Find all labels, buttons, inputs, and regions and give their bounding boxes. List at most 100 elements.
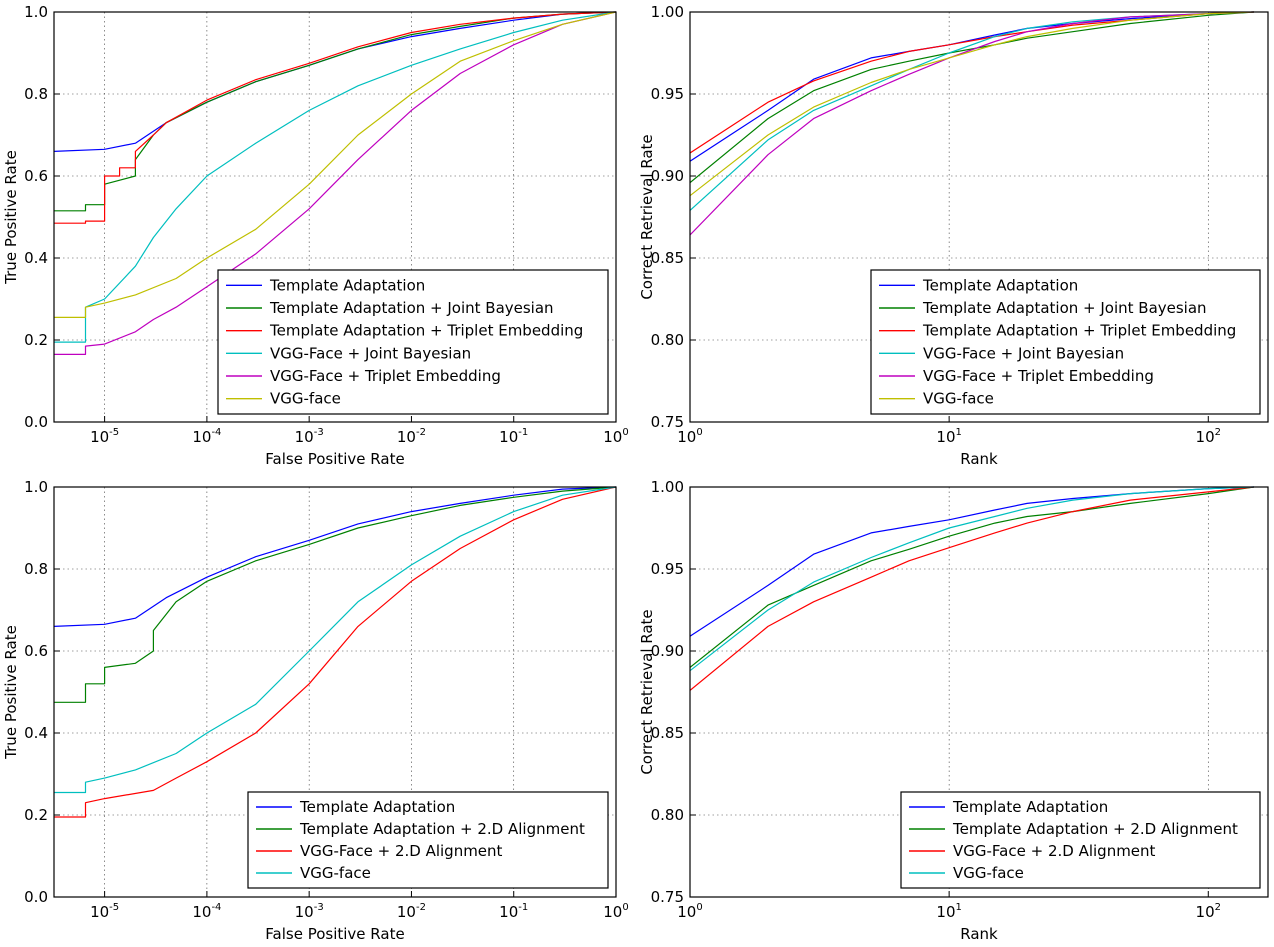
x-tick-base: 10 <box>677 903 696 921</box>
x-tick-exponent: -3 <box>314 427 324 438</box>
series-line <box>690 486 1254 672</box>
series-line <box>690 11 1254 154</box>
y-tick-label: 0.90 <box>651 642 684 660</box>
series-line <box>54 11 616 343</box>
series-line <box>690 11 1254 162</box>
series-line <box>54 11 616 318</box>
x-tick-label: 10-1 <box>499 902 528 921</box>
y-tick-label: 0.80 <box>651 806 684 824</box>
y-axis-label: Correct Retrieval Rate <box>638 134 656 299</box>
y-tick-label: 0.8 <box>24 85 48 103</box>
x-tick-base: 10 <box>397 428 416 446</box>
roc-bottom-chart: 10-5 10-4 10-3 10-2 10-1 1000.00.20.40.60.81.… <box>2 478 629 943</box>
x-tick-label: 100 <box>677 902 702 921</box>
legend-label: VGG-face <box>923 390 994 408</box>
legend-label: Template Adaptation + Joint Bayesian <box>269 299 554 317</box>
x-tick-base: 10 <box>90 428 109 446</box>
x-tick-base: 10 <box>603 428 622 446</box>
x-tick-exponent: -3 <box>314 902 324 913</box>
legend-label: VGG-Face + 2.D Alignment <box>953 842 1156 860</box>
series-line <box>690 11 1254 211</box>
y-tick-label: 1.00 <box>651 3 684 21</box>
x-tick-exponent: -1 <box>518 902 528 913</box>
legend-label: Template Adaptation <box>269 276 425 294</box>
plot-frame <box>689 11 1269 423</box>
y-tick-label: 0.0 <box>24 413 48 431</box>
legend: Template Adaptation Template Adaptation +… <box>900 791 1261 889</box>
x-tick-base: 10 <box>1196 903 1215 921</box>
x-tick-exponent: 1 <box>956 427 962 438</box>
x-tick-label: 100 <box>603 902 628 921</box>
legend: Template Adaptation Template Adaptation +… <box>870 269 1261 415</box>
legend: Template Adaptation Template Adaptation +… <box>247 791 609 889</box>
x-axis-label: Rank <box>960 450 998 468</box>
y-axis-label: True Positive Rate <box>2 625 20 760</box>
plot-frame <box>53 486 617 898</box>
x-tick-label: 101 <box>936 902 961 921</box>
x-tick-base: 10 <box>499 428 518 446</box>
x-tick-exponent: 0 <box>696 902 702 913</box>
y-tick-label: 1.00 <box>651 478 684 496</box>
legend-label: VGG-Face + 2.D Alignment <box>300 842 503 860</box>
legend-label: Template Adaptation + Triplet Embedding <box>269 322 583 340</box>
y-tick-label: 0.80 <box>651 331 684 349</box>
x-tick-base: 10 <box>499 903 518 921</box>
x-axis-label: Rank <box>960 925 998 943</box>
plot-frame <box>53 11 617 423</box>
y-tick-label: 0.90 <box>651 167 684 185</box>
x-tick-base: 10 <box>192 903 211 921</box>
y-tick-label: 0.75 <box>651 888 684 906</box>
legend-label: VGG-Face + Joint Bayesian <box>923 344 1124 362</box>
y-tick-label: 0.0 <box>24 888 48 906</box>
legend-label: VGG-Face + Triplet Embedding <box>923 367 1154 385</box>
legend: Template Adaptation Template Adaptation +… <box>217 269 609 415</box>
y-tick-label: 1.0 <box>24 478 48 496</box>
x-tick-exponent: 0 <box>696 427 702 438</box>
x-tick-base: 10 <box>90 903 109 921</box>
y-axis-label: True Positive Rate <box>2 150 20 285</box>
legend-box <box>217 269 609 415</box>
x-tick-label: 10-3 <box>295 902 324 921</box>
series-line <box>54 486 616 794</box>
x-tick-label: 10-5 <box>90 902 119 921</box>
series-line <box>54 11 616 152</box>
series-line <box>690 11 1254 236</box>
x-tick-exponent: 2 <box>1215 902 1221 913</box>
legend-label: VGG-Face + Triplet Embedding <box>270 367 501 385</box>
x-tick-exponent: -2 <box>416 427 426 438</box>
legend-box <box>900 791 1261 889</box>
y-tick-label: 0.8 <box>24 560 48 578</box>
x-tick-label: 102 <box>1196 902 1221 921</box>
x-tick-label: 10-2 <box>397 427 426 446</box>
legend-label: Template Adaptation + 2.D Alignment <box>299 820 585 838</box>
y-tick-label: 0.95 <box>651 85 684 103</box>
y-tick-label: 0.6 <box>24 642 48 660</box>
series-line <box>54 11 616 224</box>
legend-label: VGG-Face + Joint Bayesian <box>270 344 471 362</box>
x-tick-exponent: -4 <box>211 902 221 913</box>
legend-label: Template Adaptation + Triplet Embedding <box>922 322 1236 340</box>
roc-top-chart: 10-5 10-4 10-3 10-2 10-1 1000.00.20.40.60.81.… <box>2 3 629 468</box>
x-tick-label: 100 <box>603 427 628 446</box>
x-tick-base: 10 <box>295 428 314 446</box>
x-tick-exponent: -5 <box>109 427 119 438</box>
series-line <box>690 11 1254 184</box>
x-tick-exponent: -1 <box>518 427 528 438</box>
y-tick-label: 0.85 <box>651 249 684 267</box>
y-tick-label: 0.2 <box>24 331 48 349</box>
y-tick-label: 0.4 <box>24 249 48 267</box>
x-tick-exponent: 2 <box>1215 427 1221 438</box>
series-line <box>54 486 616 627</box>
legend-label: Template Adaptation <box>952 798 1108 816</box>
x-tick-base: 10 <box>603 903 622 921</box>
plot-frame <box>689 486 1269 898</box>
legend-label: VGG-face <box>270 390 341 408</box>
series-line <box>54 11 616 212</box>
legend-label: Template Adaptation + Joint Bayesian <box>922 299 1207 317</box>
x-tick-exponent: 0 <box>622 427 628 438</box>
y-tick-label: 0.4 <box>24 724 48 742</box>
y-axis-label: Correct Retrieval Rate <box>638 609 656 774</box>
y-tick-label: 0.75 <box>651 413 684 431</box>
y-tick-label: 0.6 <box>24 167 48 185</box>
x-tick-label: 10-2 <box>397 902 426 921</box>
